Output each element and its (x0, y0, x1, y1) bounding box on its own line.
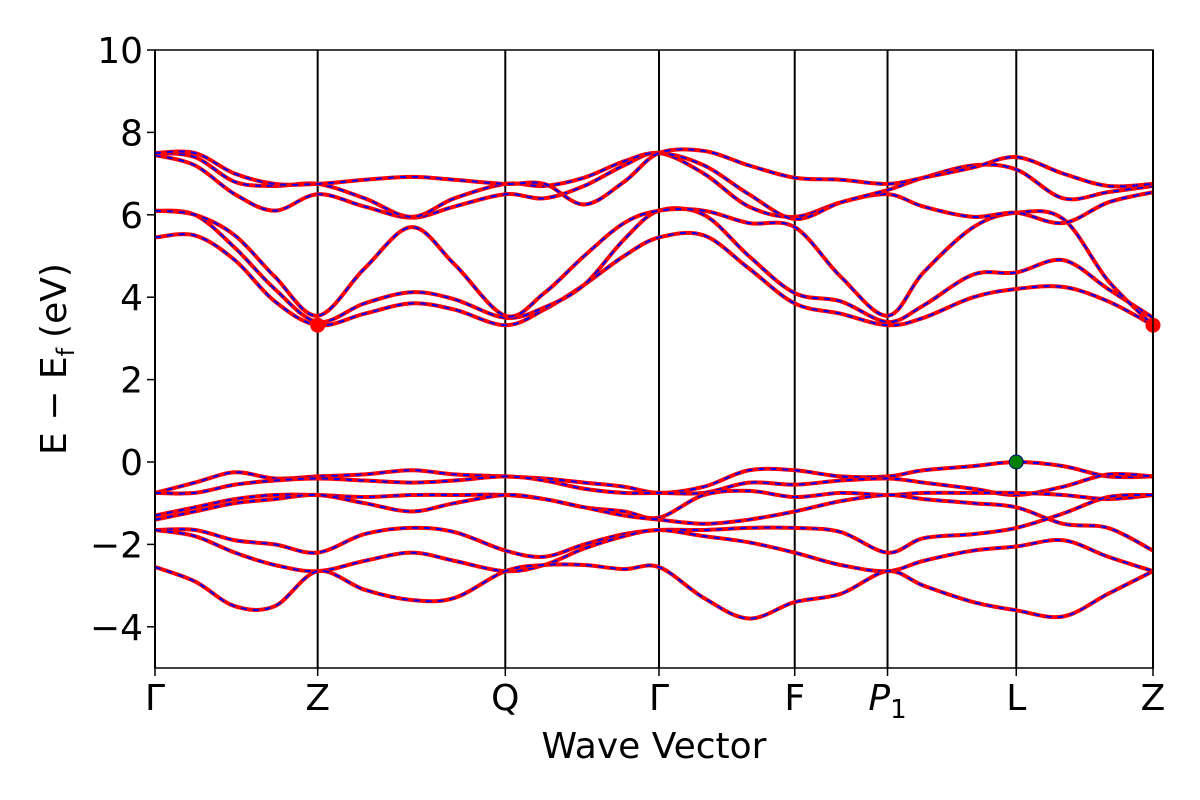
y-tick-label: 0 (120, 443, 143, 484)
x-axis-label: Wave Vector (542, 726, 767, 767)
band-edge-marker (310, 317, 326, 333)
x-tick-label-main: F (784, 678, 805, 719)
band-dash (155, 460, 1153, 494)
plot-frame (154, 49, 1154, 669)
x-tick-label-main: Γ (649, 678, 669, 719)
band-dash (155, 207, 1153, 324)
x-tick-label-main: Q (491, 678, 519, 719)
band-line (155, 206, 1153, 325)
y-tick-label: 4 (120, 278, 143, 319)
band-line (155, 207, 1153, 327)
band-dash (155, 528, 1153, 573)
y-tick-label: −2 (90, 525, 143, 566)
band-dash (155, 208, 1153, 326)
band-dash (155, 493, 1153, 558)
x-tick-label-main: Γ (145, 678, 165, 719)
x-tick-label: Γ (145, 678, 165, 719)
bands (155, 147, 1153, 621)
y-tick-label: 8 (120, 113, 143, 154)
y-tick-label: −4 (90, 608, 143, 649)
band-dash (155, 493, 1153, 552)
band-edge-marker (1008, 454, 1024, 470)
y-label-main: E − E (34, 356, 75, 455)
x-tick-label-main: Z (305, 678, 330, 719)
x-tick-label: L (1006, 678, 1026, 719)
x-tick-label: Z (305, 678, 330, 719)
y-label-sub: f (52, 347, 80, 356)
band-line (155, 492, 1153, 553)
y-tick-label: 6 (120, 196, 143, 237)
y-label-unit: (eV) (34, 263, 75, 338)
x-tick-label: Γ (649, 678, 669, 719)
x-tick-label: F (784, 678, 805, 719)
band-dash (155, 231, 1153, 327)
y-tick-label: 10 (97, 31, 143, 72)
y-tick-label: 2 (120, 361, 143, 402)
x-tick-label: Q (491, 678, 519, 719)
x-tick-label-main: L (1006, 678, 1026, 719)
x-tick-label-main: Z (1141, 678, 1166, 719)
x-tick-label-sub: 1 (890, 695, 907, 725)
band-dash (155, 563, 1153, 620)
band-dash (155, 472, 1153, 496)
band-line (155, 147, 1153, 207)
y-axis-label: E − Ef (eV) (34, 263, 80, 455)
x-tick-label-main: P (868, 678, 890, 719)
x-tick-label: P1 (868, 678, 906, 725)
x-tick-label: Z (1141, 678, 1166, 719)
